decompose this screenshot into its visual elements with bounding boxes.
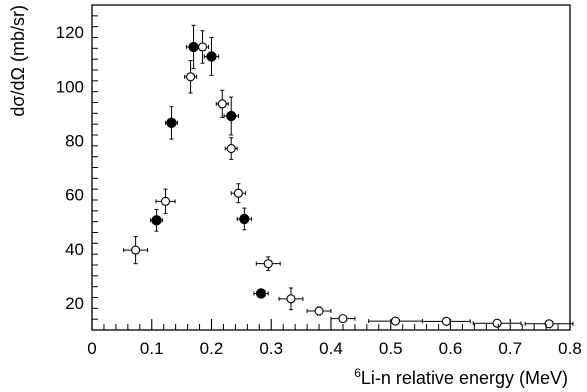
- data-point: [286, 294, 296, 304]
- x-tick-label: 0.2: [200, 339, 224, 358]
- data-point: [160, 196, 171, 206]
- y-tick-label: 100: [56, 77, 84, 96]
- data-point: [338, 314, 348, 324]
- data-point: [233, 188, 243, 198]
- plot-marks: [123, 24, 574, 329]
- data-point: [544, 319, 554, 329]
- x-tick-label: 0.6: [439, 339, 463, 358]
- data-point: [206, 51, 217, 62]
- y-axis-label: dσ/dΩ (mb/sr): [8, 5, 28, 117]
- data-point: [226, 143, 236, 154]
- plot-frame: [91, 4, 571, 331]
- y-tick-label: 60: [65, 186, 84, 205]
- data-point: [390, 316, 401, 326]
- data-point: [441, 316, 451, 326]
- data-point: [186, 72, 196, 82]
- y-tick-label: 40: [65, 240, 84, 259]
- x-tick-label: 0.8: [558, 339, 582, 358]
- x-tick-label: 0: [87, 339, 96, 358]
- x-tick-label: 0.4: [319, 339, 343, 358]
- series-open-circle: [123, 30, 574, 329]
- x-tick-label: 0.7: [498, 339, 522, 358]
- x-tick-label: 0.5: [379, 339, 403, 358]
- data-point: [226, 110, 237, 122]
- x-axis: 0 0.1 0.2 0.3 0.4 0.5 0.6 0.7 0.8: [87, 319, 582, 358]
- x-axis-label: 6Li-n relative energy (MeV): [354, 366, 568, 388]
- y-tick-label: 120: [56, 23, 84, 42]
- y-axis: 20 40 60 80 100 120: [56, 4, 98, 331]
- data-point: [197, 42, 208, 52]
- x-tick-label: 0.3: [259, 339, 283, 358]
- data-point: [314, 306, 324, 316]
- data-point: [492, 318, 502, 328]
- y-tick-label: 80: [65, 131, 84, 150]
- series-filled-circle: [150, 24, 269, 299]
- x-tick-label: 0.1: [140, 339, 164, 358]
- data-point: [239, 213, 250, 225]
- data-point: [217, 99, 227, 109]
- y-tick-label: 20: [65, 294, 84, 313]
- data-point: [151, 215, 162, 226]
- data-point: [166, 117, 177, 128]
- data-point: [255, 288, 267, 299]
- x-axis-label-superscript: 6: [354, 366, 361, 380]
- data-point: [131, 245, 141, 255]
- data-point: [263, 259, 273, 269]
- x-axis-label-text: Li-n relative energy (MeV): [361, 368, 568, 388]
